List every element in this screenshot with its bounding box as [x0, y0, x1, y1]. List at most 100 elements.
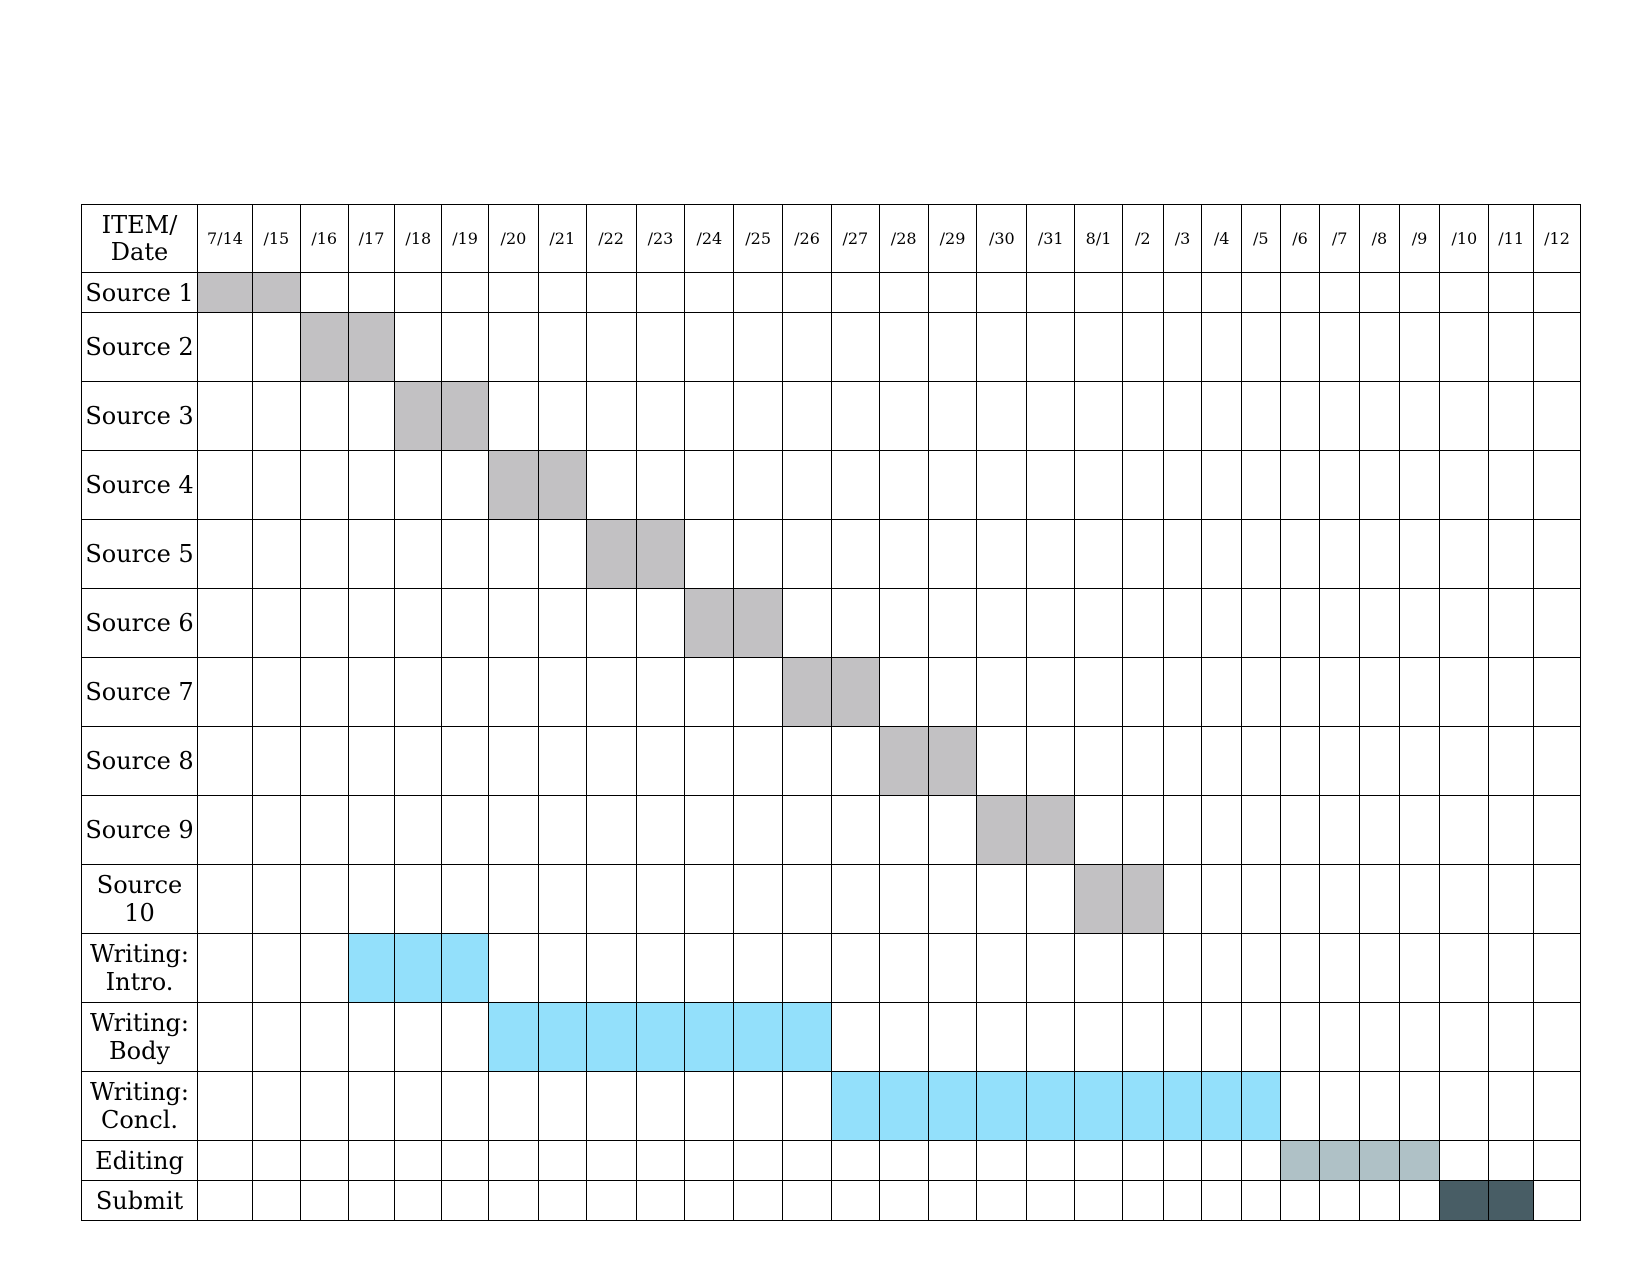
grid-cell — [1398, 519, 1441, 589]
grid-cell — [1319, 272, 1361, 313]
grid-cell — [782, 933, 832, 1003]
grid-cell — [1533, 588, 1581, 658]
grid-cell — [299, 588, 349, 658]
task-row: Submit — [81, 1180, 1581, 1221]
grid-cell — [927, 381, 978, 451]
grid-cell — [299, 657, 349, 727]
grid-cell — [830, 381, 880, 451]
grid-cell — [635, 312, 686, 382]
grid-cell — [441, 450, 489, 520]
gantt-bar-cell — [927, 726, 978, 796]
grid-cell — [976, 1002, 1028, 1072]
date-header: /11 — [1488, 204, 1535, 273]
grid-cell — [1121, 1180, 1164, 1221]
gantt-bar-cell — [830, 1071, 880, 1141]
grid-cell — [197, 381, 253, 451]
grid-cell — [197, 795, 253, 865]
grid-cell — [1439, 657, 1490, 727]
date-header: /15 — [251, 204, 301, 273]
grid-cell — [1121, 381, 1164, 451]
grid-cell — [299, 1071, 349, 1141]
grid-cell — [251, 1180, 301, 1221]
grid-cell — [733, 795, 784, 865]
date-header: /24 — [684, 204, 735, 273]
grid-cell — [684, 272, 735, 313]
grid-cell — [927, 795, 978, 865]
grid-cell — [1279, 1180, 1321, 1221]
grid-cell — [1279, 272, 1321, 313]
grid-cell — [394, 726, 443, 796]
gantt-bar-cell — [585, 1002, 637, 1072]
grid-cell — [394, 657, 443, 727]
grid-cell — [197, 1140, 253, 1181]
grid-cell — [251, 588, 301, 658]
grid-cell — [878, 795, 929, 865]
grid-cell — [830, 272, 880, 313]
date-header: /4 — [1201, 204, 1242, 273]
grid-cell — [1398, 657, 1441, 727]
grid-cell — [1162, 933, 1203, 1003]
gantt-bar-cell — [299, 312, 349, 382]
gantt-bar-cell — [1162, 1071, 1203, 1141]
date-header: /26 — [782, 204, 832, 273]
grid-cell — [733, 1180, 784, 1221]
grid-cell — [878, 588, 929, 658]
grid-cell — [1026, 933, 1076, 1003]
grid-cell — [1241, 588, 1281, 658]
grid-cell — [1121, 1002, 1164, 1072]
gantt-bar-cell — [976, 1071, 1028, 1141]
grid-cell — [733, 519, 784, 589]
grid-cell — [394, 519, 443, 589]
gantt-bar-cell — [441, 381, 489, 451]
gantt-bar-cell — [635, 519, 686, 589]
grid-cell — [1359, 272, 1400, 313]
date-header: /9 — [1398, 204, 1441, 273]
gantt-bar-cell — [976, 795, 1028, 865]
grid-cell — [1533, 795, 1581, 865]
grid-cell — [1241, 657, 1281, 727]
grid-cell — [1319, 381, 1361, 451]
gantt-bar-cell — [1074, 864, 1123, 934]
grid-cell — [1026, 381, 1076, 451]
grid-cell — [1074, 657, 1123, 727]
grid-cell — [830, 450, 880, 520]
grid-cell — [927, 1180, 978, 1221]
grid-cell — [733, 381, 784, 451]
grid-cell — [927, 272, 978, 313]
grid-cell — [347, 795, 396, 865]
grid-cell — [1201, 1140, 1242, 1181]
gantt-bar-cell — [733, 588, 784, 658]
grid-cell — [441, 1071, 489, 1141]
grid-cell — [488, 1071, 539, 1141]
grid-cell — [1279, 657, 1321, 727]
grid-cell — [1319, 726, 1361, 796]
grid-cell — [1121, 933, 1164, 1003]
grid-cell — [1279, 933, 1321, 1003]
corner-header: ITEM/ Date — [81, 204, 198, 273]
grid-cell — [1162, 726, 1203, 796]
grid-cell — [1026, 726, 1076, 796]
grid-cell — [537, 864, 587, 934]
header-row: ITEM/ Date 7/14/15/16/17/18/19/20/21/22/… — [81, 204, 1581, 273]
grid-cell — [1359, 1071, 1400, 1141]
grid-cell — [488, 588, 539, 658]
grid-cell — [635, 1071, 686, 1141]
task-row: Source 3 — [81, 381, 1581, 451]
grid-cell — [585, 450, 637, 520]
grid-cell — [1241, 272, 1281, 313]
grid-cell — [251, 726, 301, 796]
grid-cell — [251, 1002, 301, 1072]
gantt-bar-cell — [347, 312, 396, 382]
grid-cell — [1074, 381, 1123, 451]
task-label: Editing — [81, 1140, 198, 1181]
grid-cell — [347, 381, 396, 451]
grid-cell — [927, 1002, 978, 1072]
grid-cell — [299, 381, 349, 451]
grid-cell — [1279, 864, 1321, 934]
grid-cell — [251, 1071, 301, 1141]
grid-cell — [1398, 381, 1441, 451]
grid-cell — [1533, 1002, 1581, 1072]
grid-cell — [782, 726, 832, 796]
grid-cell — [488, 381, 539, 451]
task-label: Source 2 — [81, 312, 198, 382]
